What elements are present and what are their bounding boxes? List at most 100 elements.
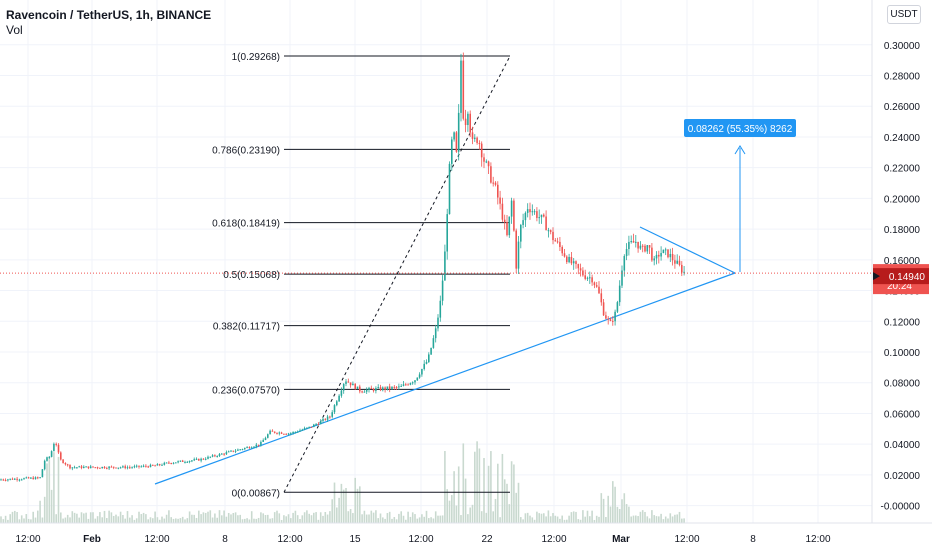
volume-bar (377, 518, 379, 523)
volume-bar (405, 519, 407, 523)
candle-body (340, 390, 343, 396)
x-tick-label: Feb (83, 534, 101, 545)
candle-body (317, 423, 320, 425)
volume-bar (76, 513, 78, 523)
volume-bar (168, 510, 170, 523)
candle-body (181, 460, 184, 462)
candle-body (290, 433, 292, 435)
candle-body (391, 386, 393, 389)
candle-body (115, 467, 117, 469)
candle-body (678, 260, 681, 265)
volume-bar (432, 518, 435, 523)
candle-body (264, 437, 267, 441)
volume-bar (138, 511, 140, 523)
volume-bar (246, 518, 248, 523)
volume-bar (317, 519, 320, 523)
volume-bar (106, 518, 108, 523)
volume-bar (278, 513, 281, 523)
candle-body (223, 453, 225, 455)
volume-bar (333, 482, 336, 523)
volume-bar (181, 516, 184, 523)
candle-body (244, 447, 246, 450)
candle-body (237, 449, 239, 451)
volume-bar (575, 511, 577, 523)
volume-bar (9, 514, 11, 523)
volume-bar (681, 518, 683, 523)
volume-bar (66, 514, 69, 523)
volume-bar (55, 514, 57, 523)
candle-body (552, 231, 554, 241)
volume-bar (285, 516, 287, 523)
volume-bar (641, 510, 644, 523)
volume-bar (129, 517, 131, 523)
volume-bar (310, 515, 313, 523)
candle-body (14, 478, 16, 480)
volume-bar (589, 516, 591, 523)
volume-bar (671, 516, 674, 523)
volume-bar (119, 511, 122, 523)
volume-bar (658, 516, 660, 523)
volume-bar (526, 512, 529, 523)
volume-bar (27, 518, 30, 523)
candle-body (669, 253, 672, 258)
x-tick-label: Mar (612, 534, 630, 545)
candle-body (60, 452, 62, 460)
y-tick-label: 0.28000 (884, 72, 921, 83)
volume-bar (237, 515, 239, 523)
candle-body (586, 277, 589, 279)
volume-bar (497, 463, 499, 523)
volume-bar (400, 511, 402, 523)
volume-bar (409, 516, 412, 523)
candle-body (457, 112, 460, 152)
fib-level-label: 1(0.29268) (232, 52, 280, 63)
candle-body (2, 479, 5, 481)
candle-body (248, 447, 251, 449)
candle-body (579, 268, 582, 271)
y-tick-label: 0.24000 (884, 133, 921, 144)
candle-body (135, 465, 138, 467)
currency-button[interactable]: USDT (887, 5, 921, 24)
candle-body (614, 311, 616, 322)
volume-bar (126, 511, 129, 523)
volume-bar (290, 518, 292, 523)
candle-body (46, 457, 48, 461)
candles (0, 52, 685, 482)
volume-bar (618, 509, 621, 523)
volume-bar (225, 516, 228, 523)
candle-body (658, 254, 660, 257)
volume-bar (43, 496, 46, 523)
candle-body (303, 428, 306, 430)
candle-body (324, 418, 327, 420)
candle-body (554, 240, 557, 242)
volume-bar (152, 518, 154, 523)
y-tick-label: 0.20000 (884, 194, 921, 205)
volume-bar (135, 518, 138, 523)
volume-bar (221, 515, 223, 523)
candle-body (398, 386, 400, 388)
candle-body (529, 209, 531, 213)
candle-body (106, 468, 108, 470)
candle-body (423, 363, 425, 370)
candle-body (618, 285, 621, 303)
fib-level-label: 0(0.00867) (232, 488, 280, 499)
candle-body (664, 249, 667, 251)
candle-body (402, 384, 405, 386)
candle-body (545, 216, 547, 231)
candle-body (572, 261, 575, 264)
candle-body (193, 459, 195, 461)
candle-body (280, 432, 283, 434)
volume-bar (591, 510, 593, 523)
volume-bar (625, 504, 628, 523)
volume-bar (230, 514, 232, 523)
volume-bar (609, 506, 612, 523)
volume-bar (639, 511, 642, 523)
candle-body (175, 462, 177, 464)
volume-bar (441, 515, 444, 523)
volume-bar (18, 519, 21, 523)
candle-body (292, 432, 294, 434)
y-tick-label: 0.06000 (884, 409, 921, 420)
y-tick-label: 0.18000 (884, 225, 921, 236)
candle-body (434, 328, 437, 339)
